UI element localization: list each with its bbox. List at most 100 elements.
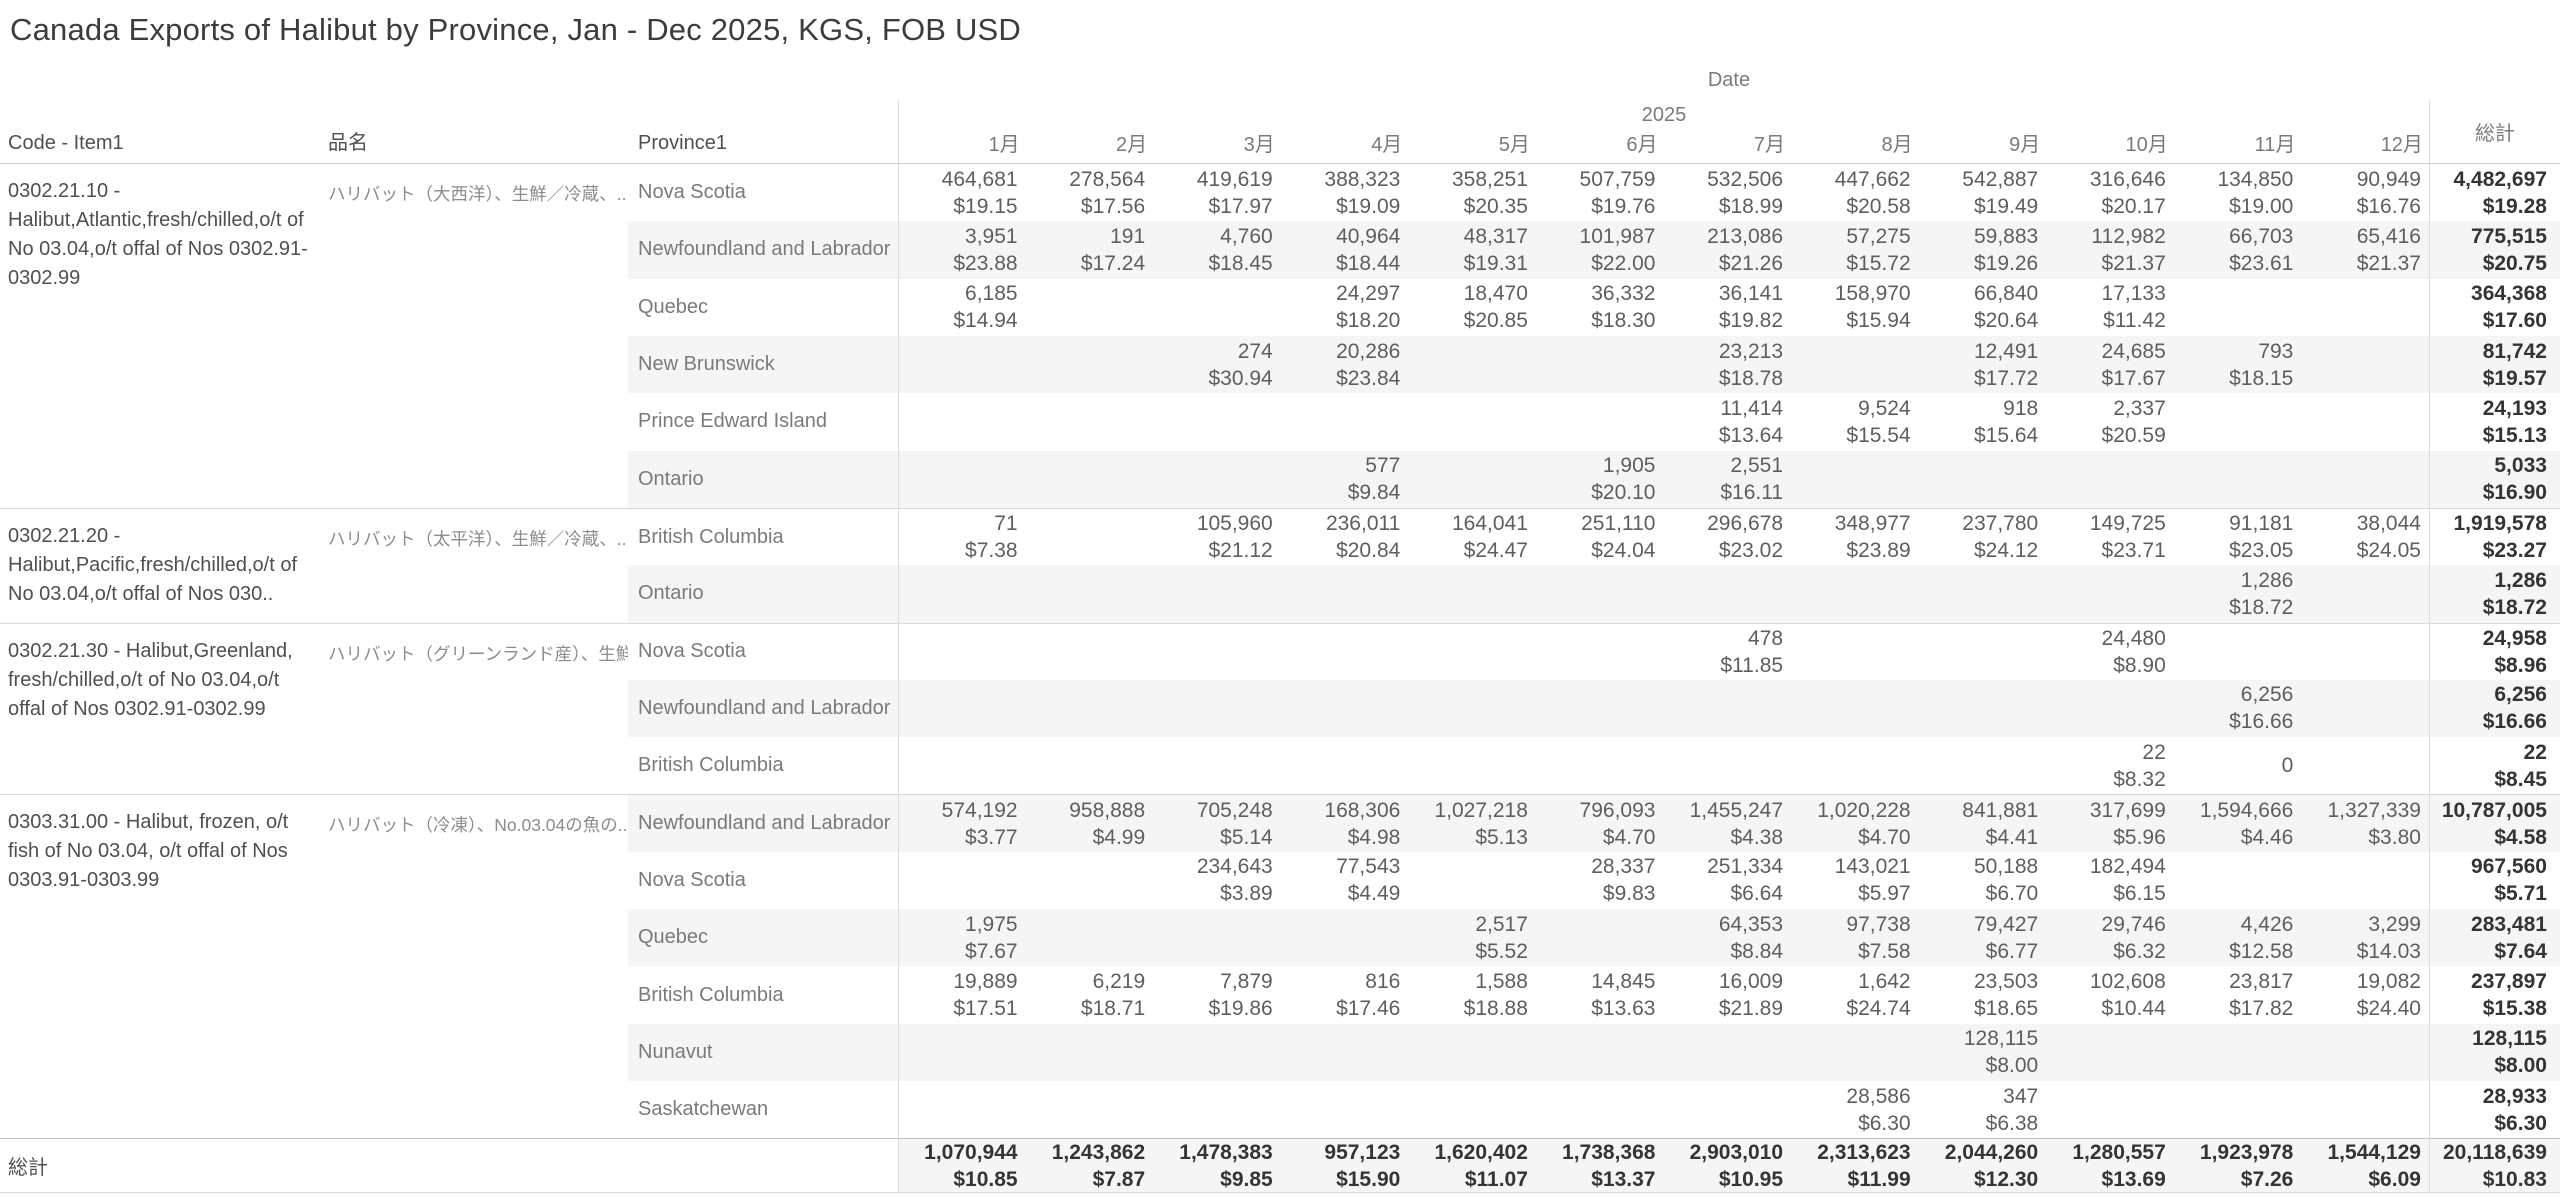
row-total-cell[interactable]: 28,933 $6.30 <box>2428 1081 2560 1139</box>
grand-total-cell[interactable]: 2,903,010 $10.95 <box>1663 1138 1792 1193</box>
data-cell[interactable] <box>898 335 1026 394</box>
data-cell[interactable]: 149,725 $23.71 <box>2046 507 2174 565</box>
data-cell[interactable]: 358,251 $20.35 <box>1408 164 1536 221</box>
data-cell[interactable]: 316,646 $20.17 <box>2046 164 2174 221</box>
data-cell[interactable]: 65,416 $21.37 <box>2301 221 2429 279</box>
data-cell[interactable] <box>1153 622 1281 680</box>
data-cell[interactable]: 28,337 $9.83 <box>1536 852 1664 909</box>
data-cell[interactable]: 36,332 $18.30 <box>1536 279 1664 336</box>
province-cell[interactable]: Nunavut <box>628 1023 898 1081</box>
data-cell[interactable] <box>1153 279 1281 336</box>
data-cell[interactable]: 57,275 $15.72 <box>1791 221 1919 279</box>
grand-total-cell[interactable]: 1,923,978 $7.26 <box>2173 1138 2302 1193</box>
data-cell[interactable]: 6,256 $16.66 <box>2173 679 2302 738</box>
grand-total-overall-cell[interactable]: 20,118,639 $10.83 <box>2428 1138 2560 1193</box>
row-total-cell[interactable]: 5,033 $16.90 <box>2428 450 2560 508</box>
data-cell[interactable] <box>898 851 1026 910</box>
grand-total-cell[interactable]: 1,544,129 $6.09 <box>2301 1138 2429 1193</box>
data-cell[interactable]: 102,608 $10.44 <box>2046 966 2174 1023</box>
data-cell[interactable]: 6,219 $18.71 <box>1026 966 1154 1023</box>
month-header-5[interactable]: 5月 <box>1498 134 1530 156</box>
data-cell[interactable] <box>898 1081 1026 1139</box>
data-cell[interactable]: 36,141 $19.82 <box>1663 279 1791 336</box>
data-cell[interactable] <box>1536 1081 1664 1138</box>
data-cell[interactable]: 6,185 $14.94 <box>898 278 1026 336</box>
grand-total-cell[interactable]: 2,313,623 $11.99 <box>1791 1138 1919 1193</box>
data-cell[interactable]: 71 $7.38 <box>898 507 1026 566</box>
data-cell[interactable] <box>1153 909 1281 967</box>
data-cell[interactable]: 4,426 $12.58 <box>2173 909 2302 967</box>
data-cell[interactable]: 128,115 $8.00 <box>1918 1023 2047 1081</box>
data-cell[interactable]: 77,543 $4.49 <box>1281 852 1409 909</box>
data-cell[interactable]: 3,299 $14.03 <box>2301 909 2429 967</box>
month-header-11[interactable]: 11月 <box>2254 134 2296 156</box>
data-cell[interactable] <box>2174 393 2302 450</box>
data-cell[interactable]: 17,133 $11.42 <box>2046 279 2174 336</box>
data-cell[interactable]: 112,982 $21.37 <box>2046 221 2174 279</box>
data-cell[interactable]: 11,414 $13.64 <box>1663 393 1791 450</box>
month-header-12[interactable]: 12月 <box>2380 134 2423 156</box>
data-cell[interactable]: 23,817 $17.82 <box>2174 966 2302 1023</box>
province-cell[interactable]: Newfoundland and Labrador <box>628 794 898 852</box>
data-cell[interactable]: 348,977 $23.89 <box>1791 507 1919 565</box>
province-cell[interactable]: British Columbia <box>638 983 784 1006</box>
data-cell[interactable]: 542,887 $19.49 <box>1919 164 2047 221</box>
data-cell[interactable]: 4,760 $18.45 <box>1153 221 1281 279</box>
grand-total-cell[interactable]: 957,123 $15.90 <box>1280 1138 1409 1193</box>
data-cell[interactable] <box>1280 679 1409 738</box>
data-cell[interactable]: 388,323 $19.09 <box>1281 164 1409 221</box>
data-cell[interactable]: 23,503 $18.65 <box>1919 966 2047 1023</box>
data-cell[interactable]: 9,524 $15.54 <box>1791 393 1919 450</box>
data-cell[interactable] <box>2046 1081 2174 1138</box>
data-cell[interactable]: 97,738 $7.58 <box>1791 909 1919 967</box>
data-cell[interactable]: 2,337 $20.59 <box>2046 393 2174 450</box>
data-cell[interactable] <box>1153 1023 1281 1081</box>
data-cell[interactable] <box>1919 737 2047 794</box>
data-cell[interactable] <box>2301 279 2429 336</box>
data-cell[interactable]: 1,455,247 $4.38 <box>1663 794 1792 852</box>
data-cell[interactable] <box>2174 1081 2302 1138</box>
data-cell[interactable]: 2,517 $5.52 <box>1408 909 1536 967</box>
data-cell[interactable] <box>1791 565 1919 623</box>
data-cell[interactable]: 90,949 $16.76 <box>2301 164 2429 221</box>
data-cell[interactable] <box>1791 679 1919 738</box>
row-total-cell[interactable]: 364,368 $17.60 <box>2428 278 2560 336</box>
data-cell[interactable]: 134,850 $19.00 <box>2174 164 2302 221</box>
data-cell[interactable] <box>1026 393 1154 450</box>
data-cell[interactable] <box>1663 679 1792 738</box>
data-cell[interactable]: 20,286 $23.84 <box>1280 335 1409 394</box>
data-cell[interactable]: 1,594,666 $4.46 <box>2173 794 2302 852</box>
data-cell[interactable] <box>1408 852 1536 909</box>
province-cell[interactable]: Saskatchewan <box>638 1098 769 1121</box>
data-cell[interactable] <box>1026 279 1154 336</box>
month-header-4[interactable]: 4月 <box>1371 134 1403 156</box>
data-cell[interactable]: 574,192 $3.77 <box>898 794 1026 852</box>
data-cell[interactable]: 317,699 $5.96 <box>2046 794 2174 852</box>
data-cell[interactable]: 237,780 $24.12 <box>1918 507 2047 565</box>
row-total-cell[interactable]: 6,256 $16.66 <box>2428 679 2560 738</box>
data-cell[interactable]: 705,248 $5.14 <box>1153 794 1281 852</box>
data-cell[interactable] <box>1918 622 2047 680</box>
grand-total-cell[interactable]: 1,478,383 $9.85 <box>1153 1138 1281 1193</box>
data-cell[interactable]: 7,879 $19.86 <box>1153 966 1281 1023</box>
data-cell[interactable]: 143,021 $5.97 <box>1791 852 1919 909</box>
grand-total-cell[interactable]: 1,243,862 $7.87 <box>1025 1138 1154 1193</box>
month-header-2[interactable]: 2月 <box>1116 134 1148 156</box>
province-cell[interactable]: Ontario <box>628 565 898 623</box>
data-cell[interactable] <box>898 450 1026 508</box>
data-cell[interactable] <box>1281 393 1409 450</box>
data-cell[interactable]: 182,494 $6.15 <box>2046 852 2174 909</box>
data-cell[interactable]: 1,975 $7.67 <box>898 909 1026 967</box>
province-cell[interactable]: Nova Scotia <box>638 181 746 204</box>
data-cell[interactable]: 213,086 $21.26 <box>1663 221 1792 279</box>
data-cell[interactable]: 158,970 $15.94 <box>1791 279 1919 336</box>
data-cell[interactable] <box>1025 335 1154 394</box>
data-cell[interactable]: 28,586 $6.30 <box>1791 1081 1919 1138</box>
data-cell[interactable] <box>2301 393 2429 450</box>
data-cell[interactable] <box>1280 622 1409 680</box>
data-cell[interactable] <box>1791 450 1919 508</box>
month-header-6[interactable]: 6月 <box>1626 134 1658 156</box>
data-cell[interactable]: 24,685 $17.67 <box>2046 335 2174 394</box>
data-cell[interactable]: 464,681 $19.15 <box>898 164 1026 222</box>
data-cell[interactable] <box>2301 852 2429 909</box>
